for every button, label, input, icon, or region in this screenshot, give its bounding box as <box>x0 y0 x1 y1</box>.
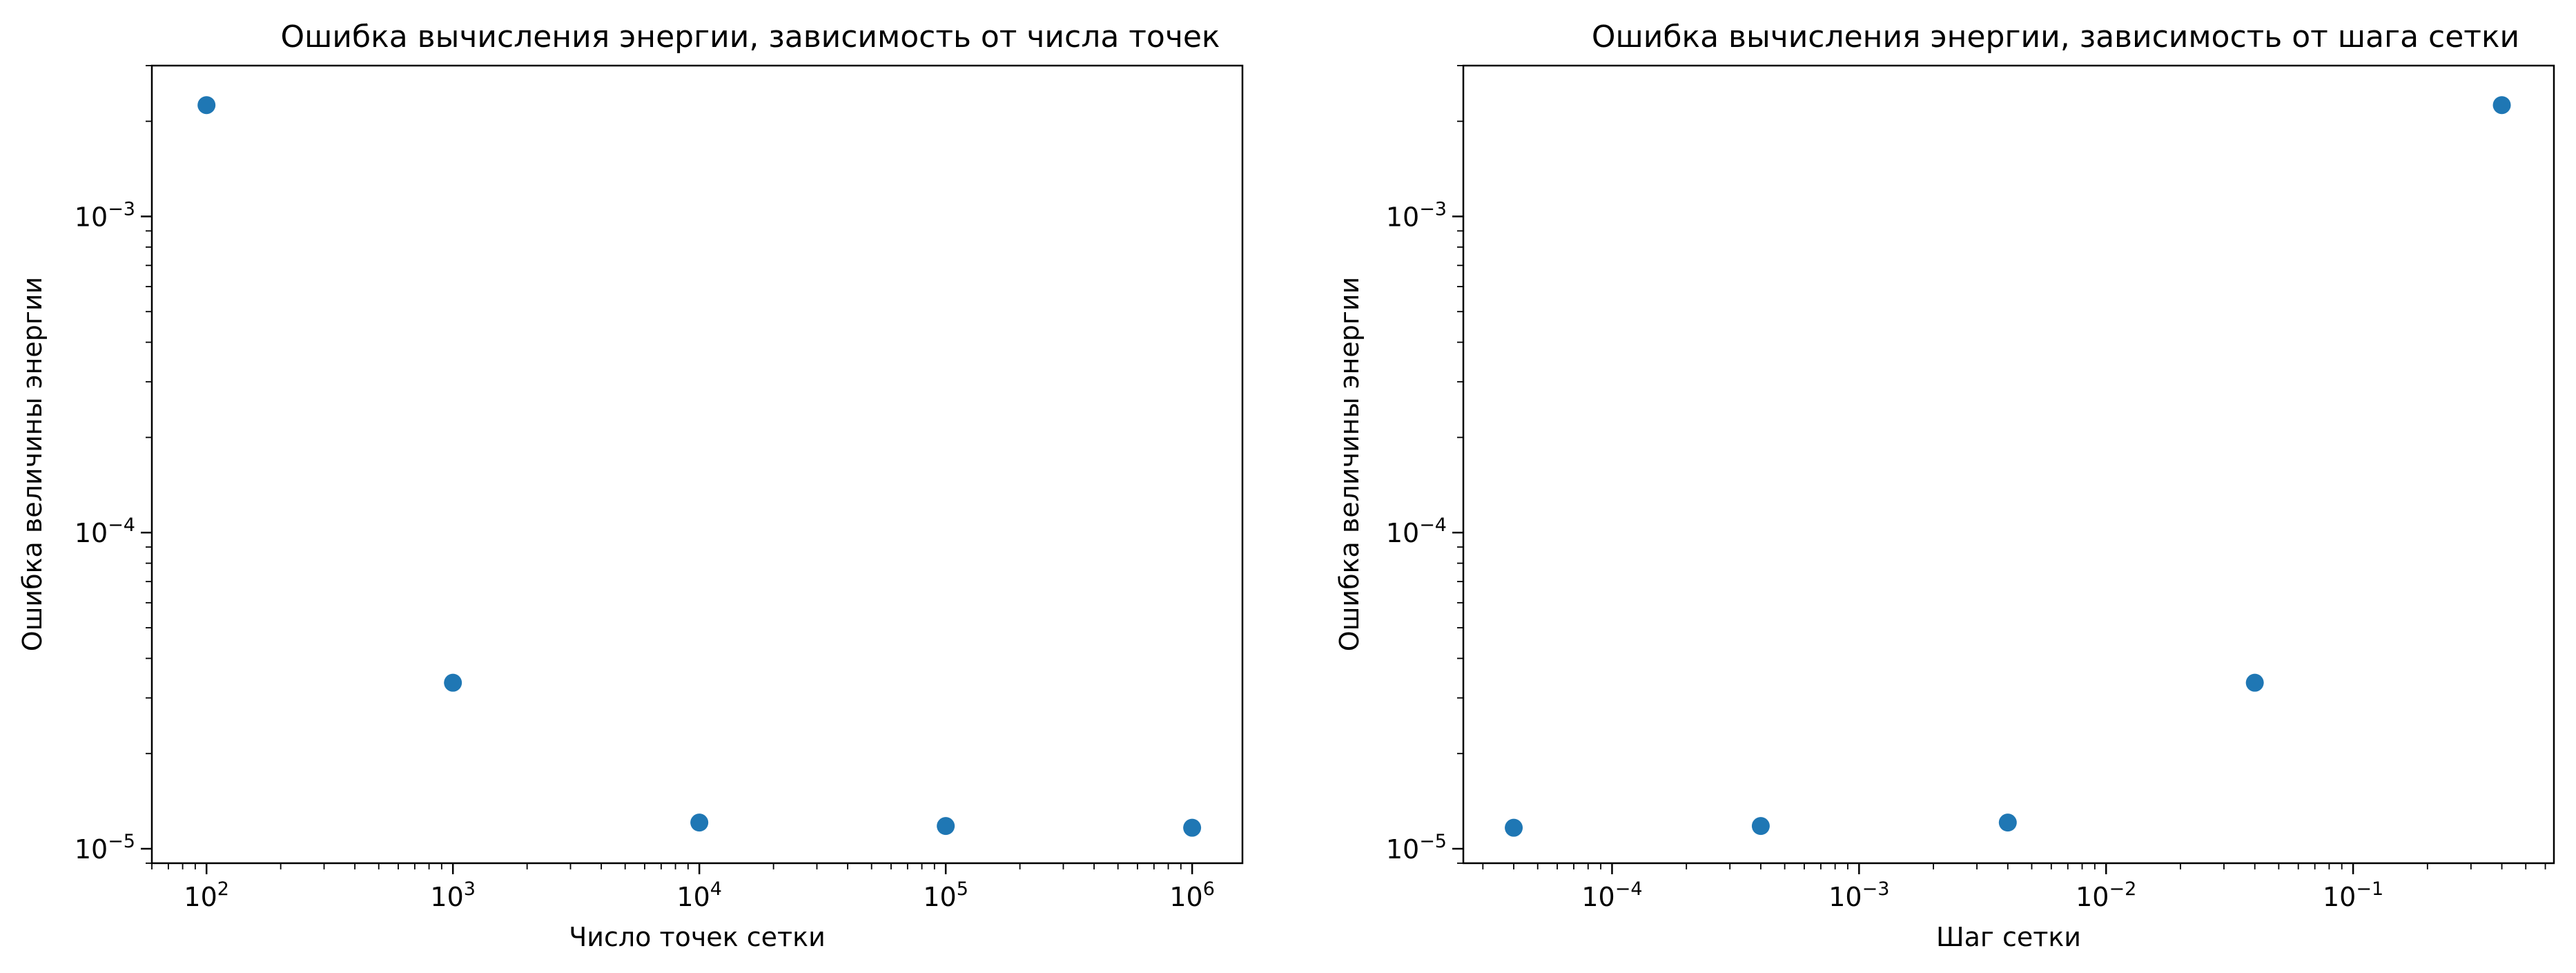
data-point <box>444 673 462 692</box>
data-point <box>2492 96 2511 115</box>
plot-area <box>1452 64 2555 874</box>
y-tick-label: 10−3 <box>1386 198 1447 232</box>
y-axis-label: Ошибка величины энергии <box>1334 277 1365 652</box>
chart-error-vs-points: Ошибка вычисления энергии, зависимость о… <box>17 19 1244 952</box>
chart-title: Ошибка вычисления энергии, зависимость о… <box>1592 19 2519 55</box>
y-tick-labels: 10−5 10−4 10−3 <box>75 198 135 865</box>
x-tick-label: 105 <box>923 878 968 912</box>
x-axis-label: Число точек сетки <box>569 922 826 952</box>
x-tick-label: 102 <box>184 878 229 912</box>
tick-marks <box>1452 65 2546 874</box>
x-tick-labels: 10−4 10−3 10−2 10−1 <box>1581 878 2383 912</box>
x-tick-label: 10−1 <box>2323 878 2383 912</box>
tick-marks <box>141 65 1193 874</box>
data-points <box>197 96 1202 837</box>
axes-frame <box>1462 64 2555 865</box>
y-tick-label: 10−4 <box>75 514 135 548</box>
x-tick-label: 104 <box>676 878 722 912</box>
data-point <box>2245 673 2264 692</box>
chart-title: Ошибка вычисления энергии, зависимость о… <box>281 19 1220 55</box>
y-axis-label: Ошибка величины энергии <box>17 277 48 652</box>
data-point <box>1183 818 1202 837</box>
y-tick-label: 10−4 <box>1386 514 1447 548</box>
data-point <box>690 813 709 832</box>
data-point <box>197 96 216 115</box>
y-tick-label: 10−3 <box>75 198 135 232</box>
x-tick-label: 103 <box>430 878 476 912</box>
data-point <box>1505 818 1523 837</box>
plot-area <box>141 64 1244 874</box>
y-tick-label: 10−5 <box>1386 831 1447 865</box>
data-point <box>937 817 955 836</box>
y-tick-labels: 10−5 10−4 10−3 <box>1386 198 1447 865</box>
x-tick-label: 106 <box>1169 878 1215 912</box>
chart-error-vs-step: Ошибка вычисления энергии, зависимость о… <box>1334 19 2555 952</box>
axes-frame <box>150 64 1244 865</box>
x-tick-label: 10−4 <box>1581 878 1642 912</box>
data-point <box>1998 813 2017 832</box>
data-point <box>1751 817 1770 836</box>
x-tick-labels: 102 103 104 105 106 <box>184 878 1214 912</box>
y-tick-label: 10−5 <box>75 831 135 865</box>
data-points <box>1505 96 2511 837</box>
x-tick-label: 10−2 <box>2076 878 2136 912</box>
x-axis-label: Шаг сетки <box>1936 922 2081 952</box>
x-tick-label: 10−3 <box>1828 878 1889 912</box>
